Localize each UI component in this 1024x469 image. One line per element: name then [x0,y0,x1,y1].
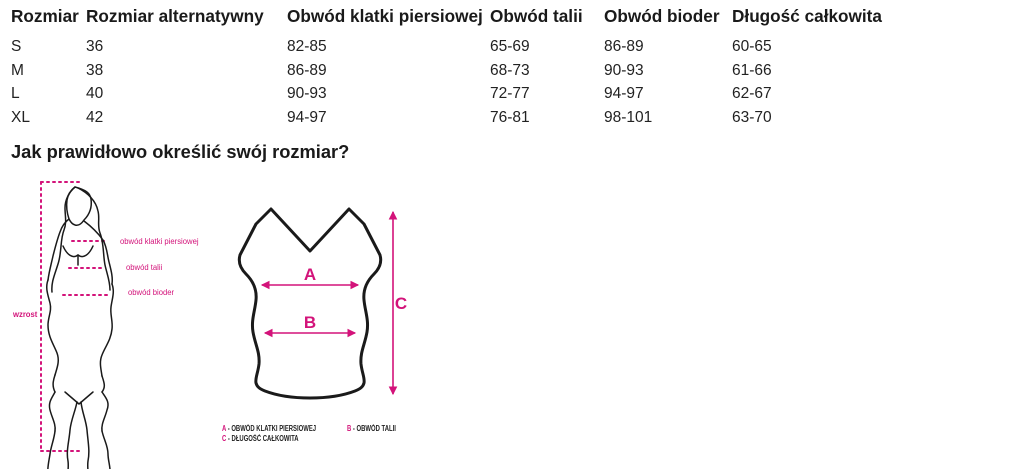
svg-text:B: B [304,313,316,332]
svg-text:C: C [395,294,407,313]
svg-text:A: A [304,265,316,284]
